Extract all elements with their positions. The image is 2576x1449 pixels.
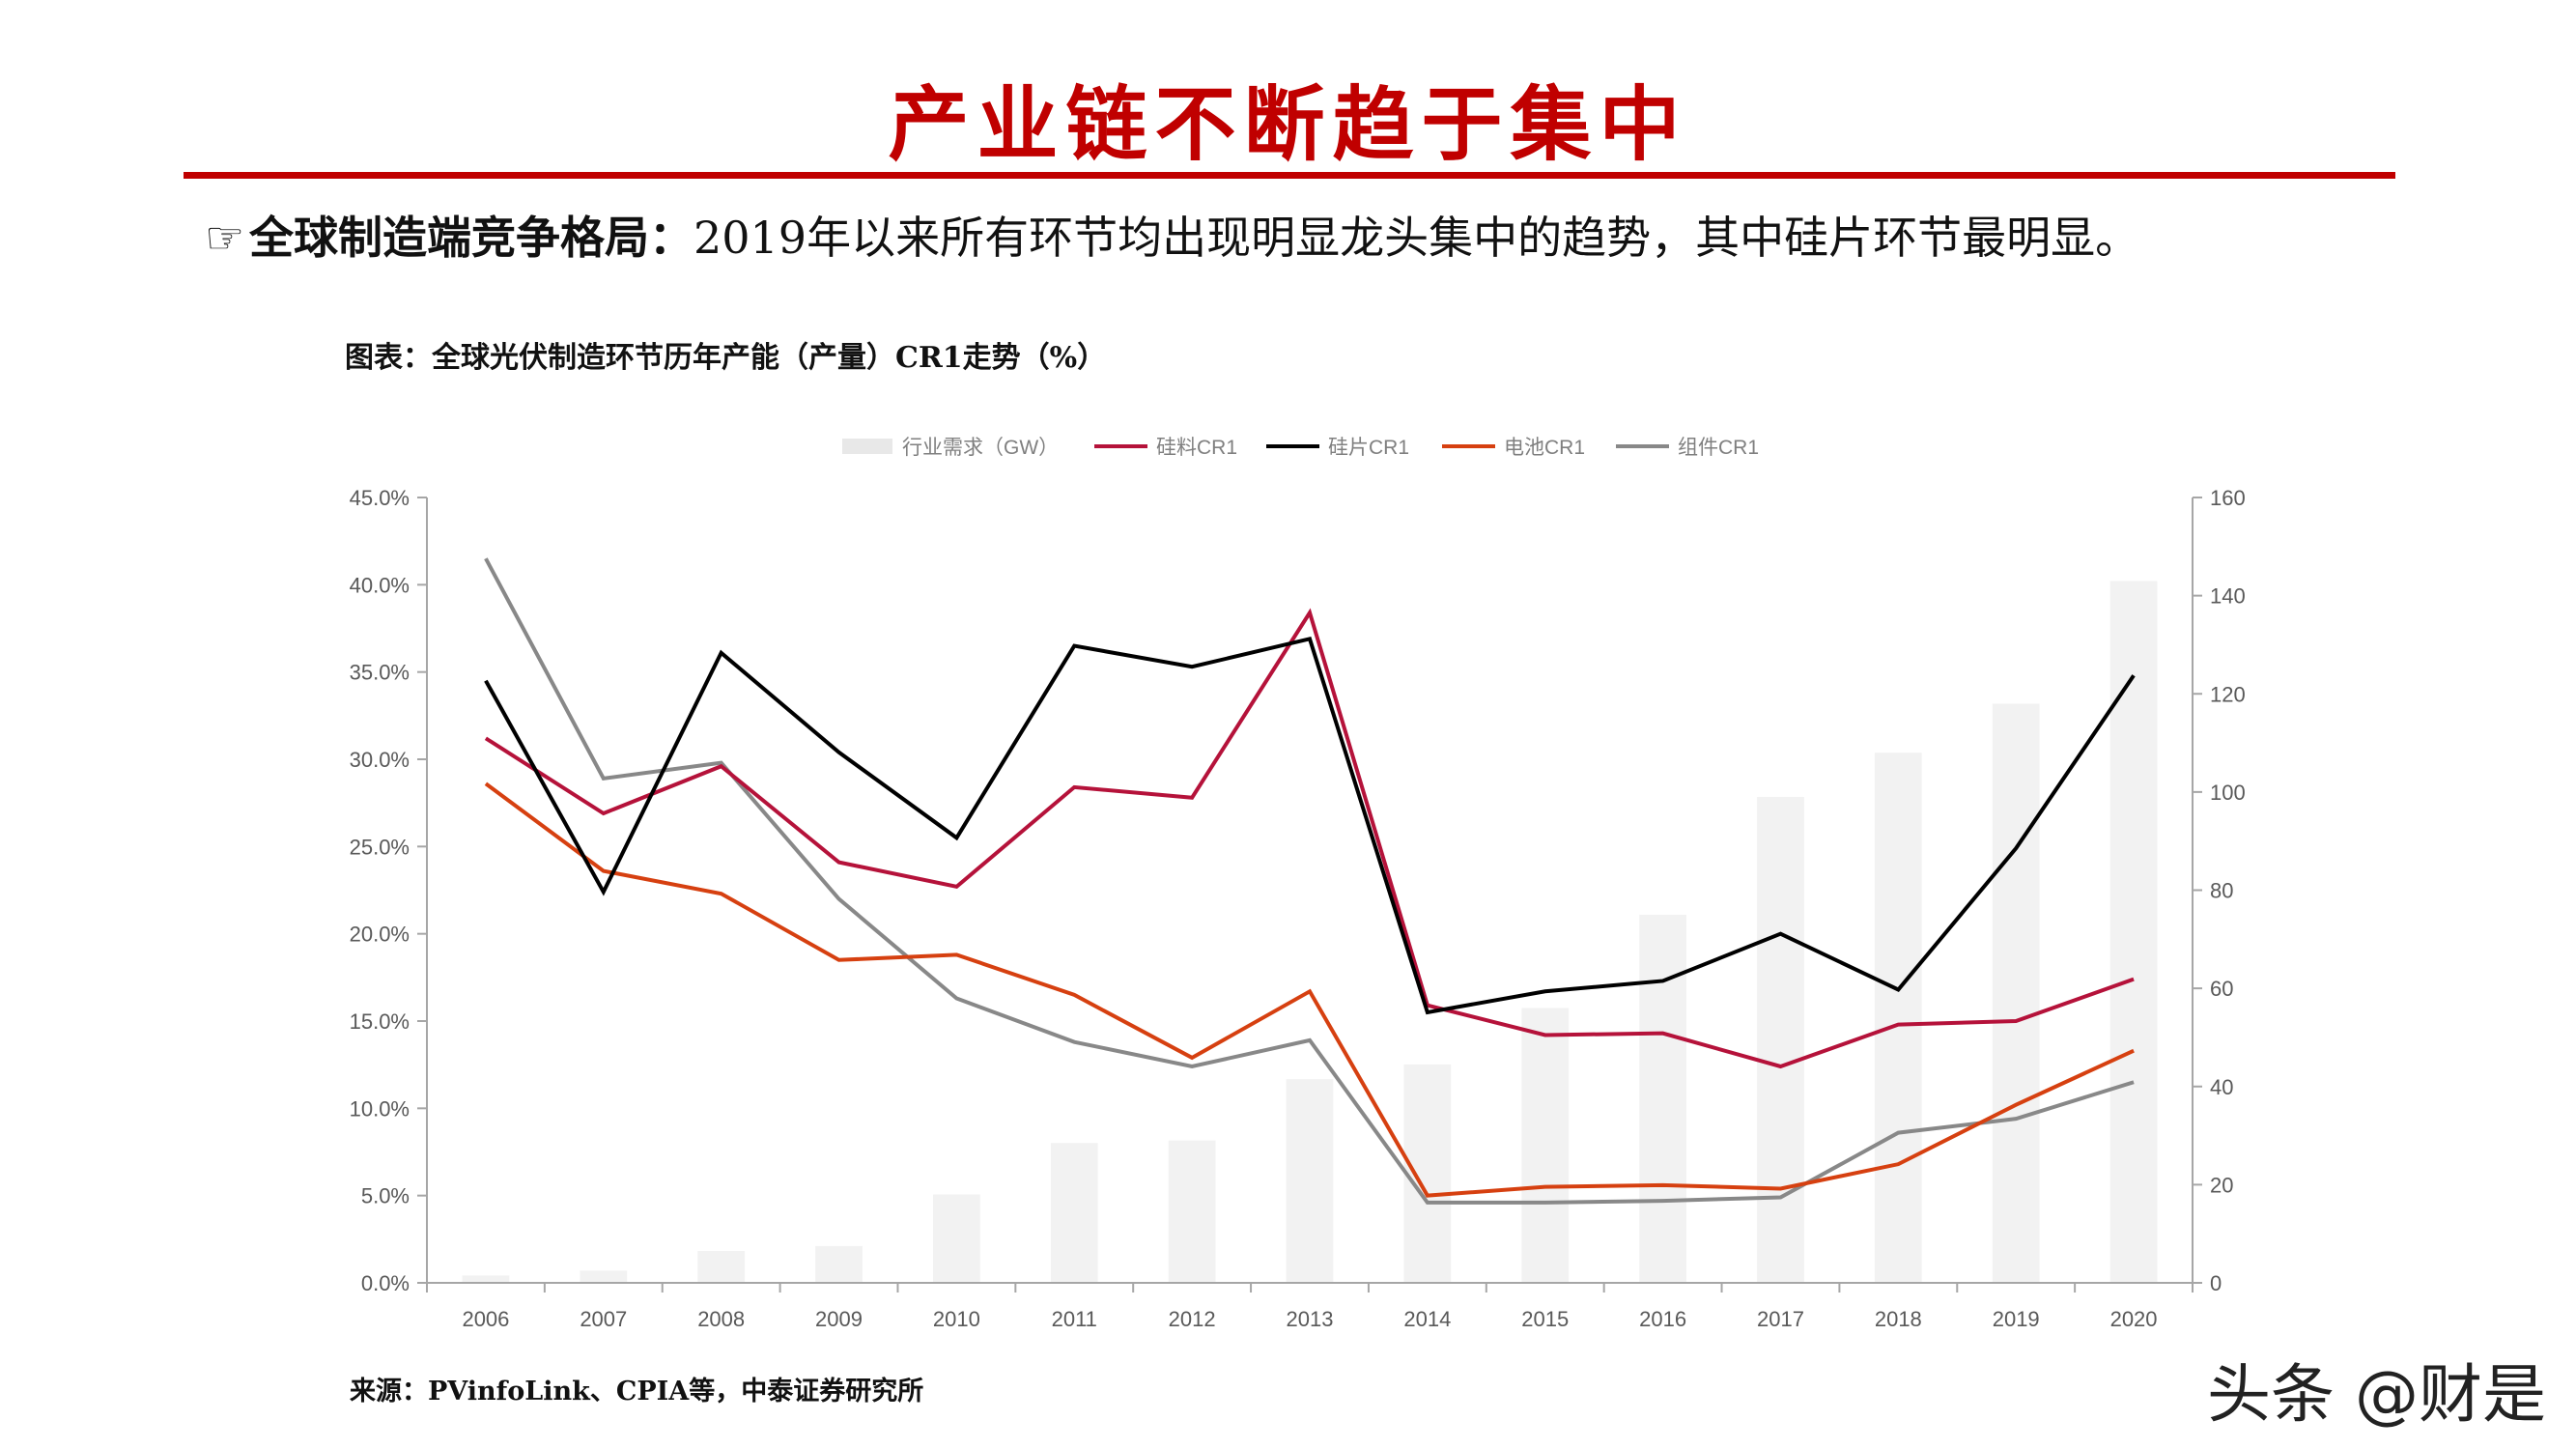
source-note: 来源：PVinfoLink、CPIA等，中泰证券研究所 (350, 1377, 924, 1406)
x-tick-label: 2006 (462, 1307, 509, 1331)
left-tick-label: 0.0% (361, 1271, 410, 1295)
subtitle: ☞ 全球制造端竞争格局：2019年以来所有环节均出现明显龙头集中的趋势，其中硅片环… (205, 203, 2139, 267)
series-line-wafer (484, 636, 2136, 1015)
x-tick-label: 2011 (1052, 1307, 1097, 1331)
right-tick-label: 100 (2210, 781, 2246, 805)
left-tick-label: 5.0% (361, 1184, 410, 1208)
demand-bar (1286, 1079, 1334, 1283)
left-tick-label: 35.0% (350, 661, 410, 685)
demand-bar (1757, 796, 1804, 1283)
x-tick-label: 2013 (1287, 1307, 1334, 1331)
left-tick-label: 40.0% (350, 573, 410, 597)
left-tick-label: 20.0% (350, 923, 410, 947)
series-line-silicon-material (484, 608, 2135, 1069)
x-tick-label: 2009 (815, 1307, 863, 1331)
demand-bar (697, 1250, 746, 1283)
demand-bar (1168, 1140, 1216, 1283)
right-tick-label: 120 (2210, 682, 2246, 706)
x-tick-label: 2008 (697, 1307, 745, 1331)
demand-bar (933, 1194, 980, 1283)
left-tick-label: 45.0% (350, 486, 410, 510)
x-tick-label: 2019 (1993, 1307, 2040, 1331)
demand-bar (1874, 753, 1922, 1283)
series-line-cell (484, 781, 2135, 1198)
left-tick-label: 15.0% (350, 1009, 410, 1034)
x-tick-label: 2015 (1521, 1307, 1569, 1331)
demand-bar (1521, 1008, 1570, 1283)
demand-bar (1050, 1143, 1098, 1283)
pointing-hand-icon: ☞ (205, 212, 245, 264)
legend-swatch-demand (842, 439, 892, 454)
x-tick-label: 2017 (1757, 1307, 1804, 1331)
left-tick-label: 30.0% (350, 748, 410, 772)
legend-label-module: 组件CR1 (1678, 437, 1759, 459)
subtitle-bold-label: 全球制造端竞争格局： (249, 212, 694, 264)
right-tick-label: 60 (2210, 977, 2233, 1001)
legend-label-silicon-material: 硅料CR1 (1156, 437, 1237, 459)
x-tick-label: 2007 (580, 1307, 627, 1331)
demand-bar (580, 1270, 628, 1283)
subtitle-text: 2019年以来所有环节均出现明显龙头集中的趋势，其中硅片环节最明显。 (694, 212, 2140, 264)
right-tick-label: 140 (2210, 584, 2246, 609)
demand-bar (1639, 914, 1686, 1283)
title-divider (184, 172, 2395, 179)
x-tick-label: 2014 (1403, 1307, 1451, 1331)
right-tick-label: 20 (2210, 1173, 2233, 1197)
demand-bar (1992, 703, 2040, 1283)
x-tick-label: 2012 (1169, 1307, 1216, 1331)
x-tick-label: 2018 (1875, 1307, 1922, 1331)
demand-bar (1403, 1064, 1452, 1283)
x-tick-label: 2020 (2110, 1307, 2158, 1331)
x-tick-label: 2016 (1639, 1307, 1686, 1331)
legend-label-wafer: 硅片CR1 (1328, 437, 1409, 459)
watermark: 头条 @财是 (2207, 1357, 2546, 1432)
right-tick-label: 160 (2210, 486, 2246, 510)
demand-bar (2109, 581, 2158, 1283)
right-tick-label: 0 (2210, 1271, 2222, 1295)
demand-bar (815, 1245, 863, 1283)
right-tick-label: 80 (2210, 879, 2233, 903)
left-tick-label: 10.0% (350, 1096, 410, 1121)
legend-label-demand: 行业需求（GW） (902, 437, 1059, 459)
demand-bar (462, 1275, 510, 1283)
legend-label-cell: 电池CR1 (1504, 437, 1585, 459)
figure-title: 图表：全球光伏制造环节历年产能（产量）CR1走势（%） (345, 341, 1107, 375)
series-line-module (484, 557, 2135, 1205)
left-tick-label: 25.0% (350, 835, 410, 859)
slide-title: 产业链不断趋于集中 (888, 76, 1688, 172)
x-tick-label: 2010 (933, 1307, 980, 1331)
right-tick-label: 40 (2210, 1075, 2233, 1099)
